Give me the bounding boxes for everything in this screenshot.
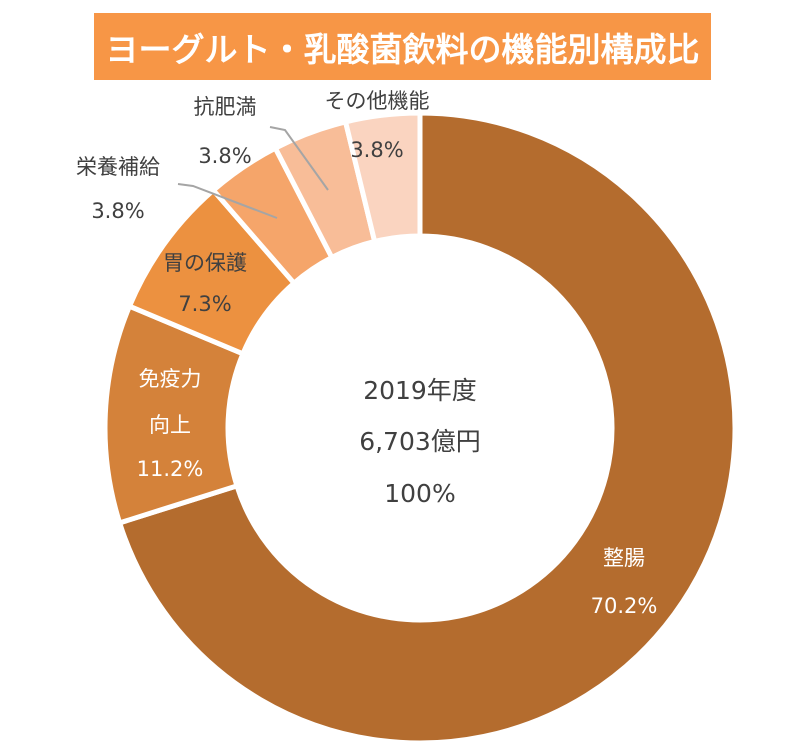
slice-name-label: その他機能 — [325, 89, 430, 113]
slice-name-label: 整腸 — [603, 546, 645, 570]
chart-title: ヨーグルト・乳酸菌飲料の機能別構成比 — [105, 29, 700, 69]
slice-value-label: 3.8% — [91, 199, 144, 223]
slice-0 — [116, 110, 738, 746]
chart-title-box: ヨーグルト・乳酸菌飲料の機能別構成比 — [94, 13, 711, 80]
leader-lines — [177, 126, 329, 219]
leader-line-anti-obesity — [269, 126, 329, 191]
slice-value-label: 3.8% — [350, 138, 403, 162]
slice-value-label: 7.3% — [178, 292, 231, 316]
slice-name-label: 抗肥満 — [194, 95, 257, 119]
center-label: 2019年度 6,703億円 100% — [359, 376, 481, 508]
slice-name-label: 向上 — [149, 413, 191, 437]
slice-value-label: 3.8% — [198, 144, 251, 168]
center-total: 6,703億円 — [359, 427, 481, 456]
slice-name-label: 胃の保護 — [163, 251, 247, 275]
slice-name-label: 免疫力 — [139, 367, 202, 391]
slice-value-label: 70.2% — [591, 594, 658, 618]
slice-5 — [342, 110, 423, 245]
slice-value-label: 11.2% — [137, 457, 204, 481]
slice-name-label: 栄養補給 — [76, 155, 160, 179]
center-percent: 100% — [384, 479, 455, 508]
center-year: 2019年度 — [363, 376, 477, 405]
leader-line-nutrition — [177, 183, 278, 219]
